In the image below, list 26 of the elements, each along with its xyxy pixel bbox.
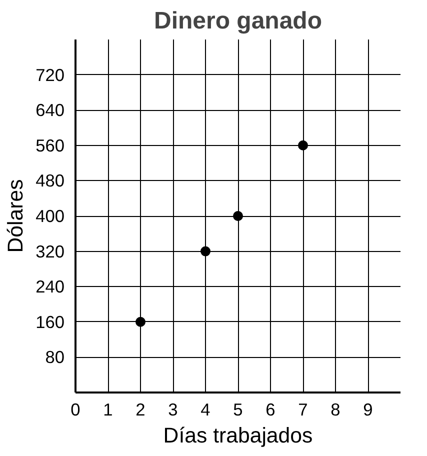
y-tick-label: 320 [36, 241, 65, 262]
x-tick-label: 5 [233, 400, 243, 420]
y-tick-label: 400 [36, 206, 65, 226]
point [200, 246, 210, 256]
y-tick-label: 240 [36, 276, 65, 297]
y-tick-label: 160 [36, 312, 65, 332]
x-tick-label: 1 [103, 400, 113, 420]
x-tick-label: 8 [330, 400, 340, 420]
x-tick-label: 9 [363, 400, 373, 420]
x-tick-label: 6 [266, 400, 276, 420]
x-tick-label: 7 [298, 400, 308, 420]
y-tick-label: 80 [45, 347, 65, 368]
point [298, 140, 308, 150]
x-tick-label: 2 [136, 400, 146, 420]
x-tick-label: 0 [70, 400, 80, 420]
point [136, 316, 146, 327]
x-tick-label: 3 [168, 400, 178, 420]
y-tick-label: 560 [36, 135, 65, 156]
y-tick-label: 640 [36, 100, 65, 120]
y-axis-title: Dólares [4, 179, 28, 253]
y-tick-label: 720 [36, 64, 65, 85]
point [233, 211, 243, 221]
chart-title: Dinero ganado [154, 8, 322, 34]
x-axis-title: Días trabajados [163, 424, 313, 448]
y-tick-label: 480 [36, 170, 65, 191]
x-tick-label: 4 [200, 400, 211, 420]
